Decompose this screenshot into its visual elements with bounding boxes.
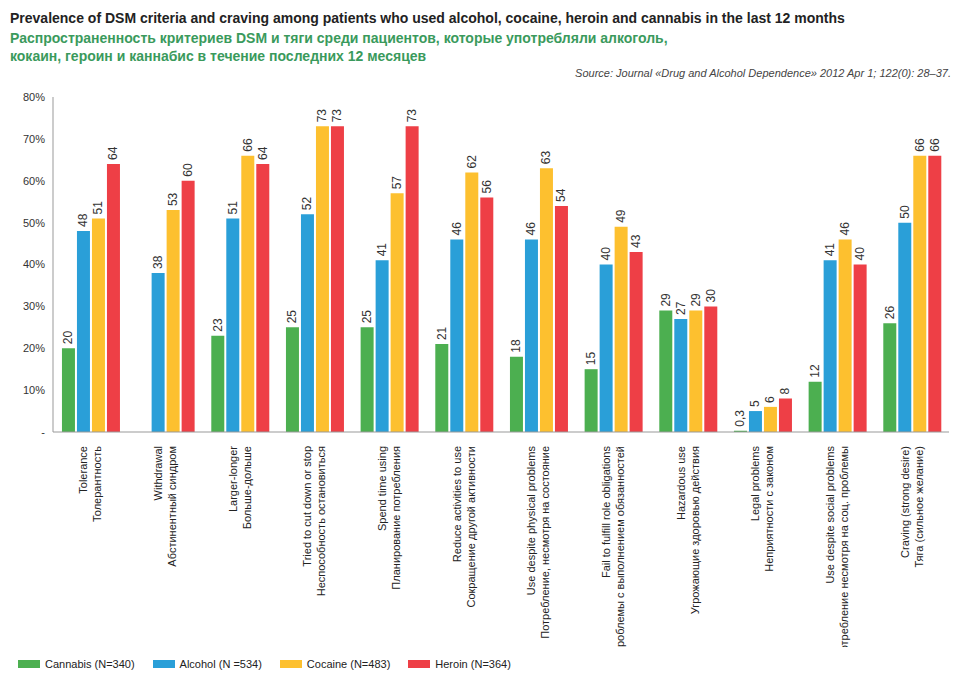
- svg-text:60: 60: [181, 163, 195, 177]
- svg-text:Угрожающие здоровью действия: Угрожающие здоровью действия: [689, 446, 701, 614]
- svg-text:64: 64: [106, 146, 120, 160]
- svg-text:66: 66: [913, 138, 927, 152]
- svg-text:Larger-longer: Larger-longer: [227, 446, 239, 512]
- svg-text:Сокращение другой активности: Сокращение другой активности: [465, 446, 477, 608]
- svg-text:50%: 50%: [23, 217, 45, 229]
- svg-text:51: 51: [91, 201, 105, 215]
- svg-text:Tried to cut down or stop: Tried to cut down or stop: [301, 446, 313, 567]
- svg-text:Spend time using: Spend time using: [376, 446, 388, 531]
- svg-text:46: 46: [838, 222, 852, 236]
- svg-text:53: 53: [166, 192, 180, 206]
- svg-text:6: 6: [763, 396, 777, 403]
- html-text:Heroin (N=364): Heroin (N=364): [435, 658, 511, 670]
- svg-text:57: 57: [390, 176, 404, 190]
- svg-text:Потребление, несмотря на состо: Потребление, несмотря на состояние: [539, 446, 551, 639]
- svg-text:60%: 60%: [23, 175, 45, 187]
- svg-text:12: 12: [808, 364, 822, 378]
- svg-text:Withdrawal: Withdrawal: [152, 446, 164, 500]
- svg-text:73: 73: [405, 109, 419, 123]
- html-text:Распространенность критериев D: Распространенность критериев DSM и тяги …: [10, 30, 668, 64]
- svg-text:26: 26: [883, 305, 897, 319]
- svg-text:70%: 70%: [23, 133, 45, 145]
- svg-text:20%: 20%: [23, 342, 45, 354]
- svg-text:49: 49: [614, 209, 628, 223]
- svg-text:Неприятности с законом: Неприятности с законом: [763, 446, 775, 572]
- svg-text:Tolerance: Tolerance: [77, 446, 89, 494]
- svg-text:52: 52: [300, 197, 314, 211]
- svg-text:41: 41: [823, 243, 837, 257]
- svg-text:41: 41: [375, 243, 389, 257]
- html-text:Prevalence of DSM criteria and: Prevalence of DSM criteria and craving a…: [10, 10, 845, 26]
- svg-text:29: 29: [659, 293, 673, 307]
- svg-text:56: 56: [480, 180, 494, 194]
- html-text:Cannabis (N=340): Cannabis (N=340): [45, 658, 135, 670]
- svg-text:Потребление несмотря на соц. п: Потребление несмотря на соц. проблемы: [838, 446, 850, 647]
- svg-text:18: 18: [509, 339, 523, 353]
- svg-text:66: 66: [928, 138, 942, 152]
- svg-text:30%: 30%: [23, 300, 45, 312]
- svg-text:54: 54: [554, 188, 568, 202]
- html-text:Source: Journal «Drug and Alco: Source: Journal «Drug and Alcohol Depend…: [575, 67, 951, 79]
- svg-text:Reduce activities to use: Reduce activities to use: [451, 446, 463, 562]
- svg-text:46: 46: [450, 222, 464, 236]
- svg-text:62: 62: [465, 155, 479, 169]
- svg-text:Legal problems: Legal problems: [749, 446, 761, 522]
- svg-text:40: 40: [599, 247, 613, 261]
- svg-text:Планирование потребления: Планирование потребления: [390, 446, 402, 590]
- svg-text:Use despite social problems: Use despite social problems: [824, 446, 836, 584]
- svg-text:51: 51: [226, 201, 240, 215]
- svg-text:43: 43: [629, 234, 643, 248]
- svg-text:29: 29: [689, 293, 703, 307]
- svg-text:38: 38: [151, 255, 165, 269]
- svg-text:Hazardous use: Hazardous use: [675, 446, 687, 520]
- svg-text:48: 48: [76, 213, 90, 227]
- svg-text:80%: 80%: [23, 91, 45, 103]
- svg-text:Абстинентный синдром: Абстинентный синдром: [166, 446, 178, 567]
- svg-text:73: 73: [330, 109, 344, 123]
- svg-text:25: 25: [285, 310, 299, 324]
- svg-text:40: 40: [853, 247, 867, 261]
- svg-text:23: 23: [211, 318, 225, 332]
- svg-text:30: 30: [704, 289, 718, 303]
- html-text:Cocaine (N=483): Cocaine (N=483): [306, 658, 391, 670]
- svg-text:27: 27: [674, 301, 688, 315]
- svg-text:0,3: 0,3: [733, 410, 747, 427]
- svg-text:5: 5: [748, 400, 762, 407]
- svg-text:Use despite physical problems: Use despite physical problems: [525, 446, 537, 596]
- svg-text:66: 66: [241, 138, 255, 152]
- svg-text:10%: 10%: [23, 384, 45, 396]
- svg-text:20: 20: [61, 331, 75, 345]
- svg-text:40%: 40%: [23, 258, 45, 270]
- svg-text:Craving (strong desire): Craving (strong desire): [899, 446, 911, 558]
- svg-text:Тяга (сильное желание): Тяга (сильное желание): [913, 446, 925, 567]
- svg-text:Толерантность: Толерантность: [91, 446, 103, 522]
- svg-text:-: -: [41, 426, 45, 438]
- svg-text:Проблемы с выполнением обязанн: Проблемы с выполнением обязанностей: [614, 446, 626, 647]
- svg-text:Fail to fulfill role obligatio: Fail to fulfill role obligations: [600, 446, 612, 579]
- svg-text:73: 73: [315, 109, 329, 123]
- svg-text:50: 50: [898, 205, 912, 219]
- svg-text:8: 8: [778, 388, 792, 395]
- svg-text:Неспособность остановиться: Неспособность остановиться: [315, 446, 327, 596]
- svg-text:64: 64: [256, 146, 270, 160]
- svg-text:25: 25: [360, 310, 374, 324]
- svg-text:21: 21: [435, 326, 449, 340]
- svg-text:15: 15: [584, 352, 598, 366]
- svg-text:63: 63: [539, 151, 553, 165]
- svg-text:46: 46: [524, 222, 538, 236]
- html-text:Alcohol (N =534): Alcohol (N =534): [179, 658, 262, 670]
- svg-text:Больше-дольше: Больше-дольше: [241, 446, 253, 529]
